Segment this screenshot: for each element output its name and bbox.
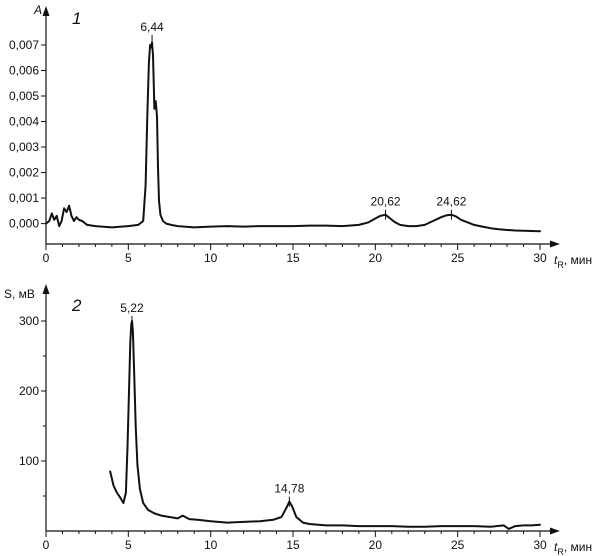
x-axis-label: tR, мин	[554, 540, 592, 556]
x-tick-label: 0	[43, 251, 50, 265]
panel-number: 1	[72, 9, 81, 28]
x-tick-label: 20	[369, 538, 383, 552]
y-tick-label: 200	[19, 384, 39, 398]
y-tick-label: 0,005	[9, 89, 39, 103]
peak-label: 24,62	[436, 195, 466, 209]
x-axis-label-symbol: t	[554, 540, 558, 554]
peak-label: 14,78	[274, 482, 304, 496]
y-axis-arrow-icon	[42, 284, 50, 294]
y-axis-label: S, мВ	[4, 287, 35, 301]
y-tick-label: 0,004	[9, 115, 39, 129]
x-axis-label: tR, мин	[554, 253, 592, 270]
x-tick-label: 15	[286, 538, 300, 552]
peak-label: 5,22	[120, 301, 144, 315]
x-tick-label: 0	[43, 538, 50, 552]
series-line	[109, 320, 541, 530]
x-axis-label-subscript: R	[557, 260, 564, 270]
x-tick-label: 25	[451, 251, 465, 265]
x-axis-arrow-icon	[550, 527, 560, 535]
y-tick-label: 0,006	[9, 63, 39, 77]
x-axis-label-symbol: t	[554, 253, 558, 267]
x-tick-label: 25	[451, 538, 465, 552]
x-tick-label: 20	[369, 251, 383, 265]
y-tick-label: 100	[19, 454, 39, 468]
y-tick-label: 0,007	[9, 38, 39, 52]
x-axis-arrow-icon	[550, 240, 560, 248]
y-axis-arrow-icon	[42, 6, 50, 16]
x-tick-label: 30	[533, 538, 547, 552]
x-tick-label: 5	[125, 538, 132, 552]
y-tick-label: 0,002	[9, 166, 39, 180]
x-tick-label: 10	[204, 251, 218, 265]
y-tick-label: 0,000	[9, 217, 39, 231]
y-tick-label: 0,001	[9, 191, 39, 205]
y-axis-label: A	[33, 3, 42, 17]
panel-number: 2	[71, 296, 82, 315]
y-tick-label: 300	[19, 314, 39, 328]
peak-label: 20,62	[371, 195, 401, 209]
y-tick-label: 0,003	[9, 140, 39, 154]
x-tick-label: 5	[125, 251, 132, 265]
x-axis-label-unit: , мин	[564, 540, 592, 554]
x-axis-label-unit: , мин	[564, 253, 592, 267]
x-axis-label-subscript: R	[557, 547, 564, 556]
x-tick-label: 15	[286, 251, 300, 265]
x-tick-label: 10	[204, 538, 218, 552]
x-tick-label: 30	[533, 251, 547, 265]
peak-label: 6,44	[140, 20, 164, 34]
